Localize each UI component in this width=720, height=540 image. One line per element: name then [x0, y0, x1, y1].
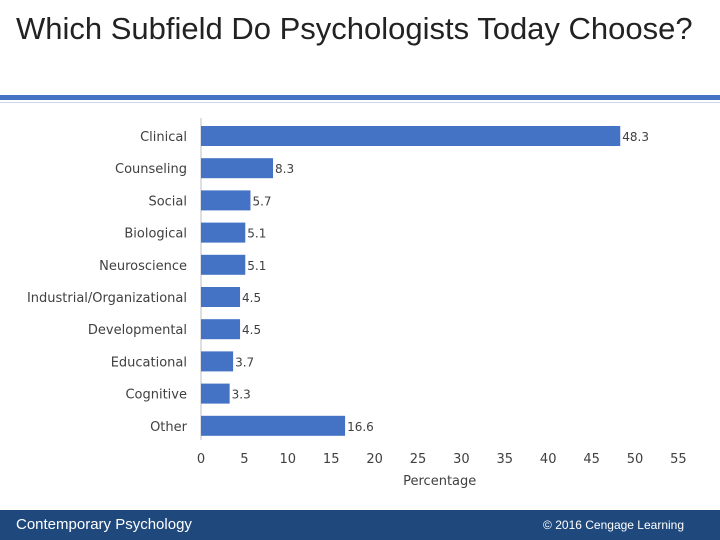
x-tick-label: 0 [197, 452, 205, 467]
x-tick-label: 35 [497, 452, 514, 467]
title-divider [0, 95, 720, 100]
category-label: Clinical [140, 130, 187, 145]
data-label: 3.7 [235, 355, 254, 369]
data-label: 4.5 [242, 291, 261, 305]
x-axis-title: Percentage [403, 474, 476, 489]
x-tick-label: 20 [366, 452, 383, 467]
x-tick-label: 25 [410, 452, 427, 467]
x-tick-label: 50 [627, 452, 644, 467]
bar [201, 319, 241, 340]
subfield-bar-chart: Clinical 48.3 Counseling 8.3 Social 5.7 Biolog… [27, 118, 687, 489]
x-tick-label: 55 [670, 452, 687, 467]
x-tick-label: 45 [583, 452, 600, 467]
x-tick-label: 10 [280, 452, 297, 467]
category-label: Social [148, 194, 187, 209]
footer-course-title: Contemporary Psychology [16, 516, 192, 533]
data-label: 4.5 [242, 323, 261, 337]
bar [201, 351, 234, 372]
data-label: 5.1 [247, 227, 266, 241]
x-tick-label: 30 [453, 452, 470, 467]
bar [201, 415, 346, 436]
x-tick-label: 5 [240, 452, 248, 467]
x-tick-label: 40 [540, 452, 557, 467]
category-label: Other [150, 420, 188, 435]
bar [201, 190, 251, 211]
data-label: 3.3 [232, 388, 251, 402]
bar [201, 287, 241, 307]
category-label: Developmental [88, 323, 187, 338]
bar [201, 383, 230, 404]
category-label: Educational [111, 355, 187, 370]
data-label: 48.3 [622, 130, 649, 144]
category-label: Counseling [115, 162, 187, 177]
data-label: 8.3 [275, 162, 294, 176]
bar [201, 222, 246, 243]
bar [201, 158, 274, 179]
footer-bar [0, 510, 720, 540]
bar [201, 126, 621, 146]
category-label: Biological [124, 227, 187, 242]
title-divider-thin [0, 102, 720, 103]
category-label: Neuroscience [99, 259, 187, 274]
slide-title: Which Subfield Do Psychologists Today Ch… [16, 11, 693, 46]
x-tick-label: 15 [323, 452, 340, 467]
category-label: Cognitive [125, 388, 187, 403]
footer-copyright: © 2016 Cengage Learning [543, 518, 684, 532]
data-label: 16.6 [347, 420, 374, 434]
bar [201, 254, 246, 275]
data-label: 5.1 [247, 259, 266, 273]
data-label: 5.7 [252, 194, 271, 208]
category-label: Industrial/Organizational [27, 291, 187, 306]
